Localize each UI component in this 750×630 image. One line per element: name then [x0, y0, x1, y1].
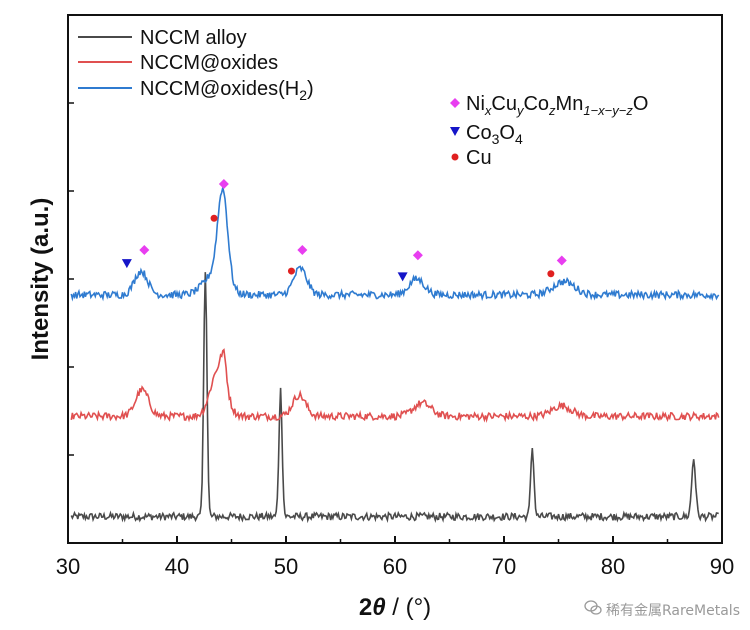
series-line: [70, 187, 720, 302]
y-axis-ticks: [68, 14, 74, 544]
triangle-marker: [121, 259, 132, 269]
diamond-marker: [412, 250, 423, 261]
legend-label-oxides: NCCM@oxides: [140, 52, 278, 74]
diamond-marker: [218, 178, 229, 189]
legend-label-oxide-phase: NixCuyCozMn1−x−y−zO: [466, 93, 648, 118]
legend-label-co3o4: Co3O4: [466, 122, 523, 147]
diamond-marker: [556, 255, 567, 266]
diamond-marker: [297, 244, 308, 255]
diamond-marker: [139, 244, 150, 255]
series-line: [70, 348, 720, 424]
x-tick-label: 50: [274, 554, 298, 579]
legend-triangle-down-icon: [450, 127, 460, 136]
wechat-icon: [584, 600, 602, 620]
watermark: 稀有金属RareMetals: [584, 600, 740, 620]
phase-legend: NixCuyCozMn1−x−y−zO Co3O4 Cu: [450, 93, 648, 169]
legend-label-alloy: NCCM alloy: [140, 27, 247, 49]
x-tick-label: 30: [56, 554, 80, 579]
circle-marker: [547, 270, 555, 278]
watermark-text: 稀有金属RareMetals: [605, 603, 740, 619]
legend-diamond-icon: [450, 98, 460, 108]
x-tick-label: 90: [710, 554, 734, 579]
legend-label-oxides-h2: NCCM@oxides(H2): [140, 78, 314, 103]
circle-marker: [210, 214, 218, 222]
series-line: [70, 272, 719, 524]
series-layer: [70, 187, 720, 524]
y-axis-label: Intensity (a.u.): [27, 198, 54, 361]
x-tick-label: 80: [601, 554, 625, 579]
series-legend: NCCM alloy NCCM@oxides NCCM@oxides(H2): [78, 27, 314, 103]
circle-marker: [287, 267, 295, 275]
legend-circle-icon: [451, 153, 459, 161]
triangle-marker: [397, 272, 408, 282]
legend-label-cu: Cu: [466, 147, 492, 169]
x-axis-ticks: 30 40 50 60 70 80 90: [56, 536, 734, 579]
x-axis-label: 2θ / (°): [359, 594, 431, 621]
phase-annotations: [121, 178, 567, 282]
x-tick-label: 70: [492, 554, 516, 579]
x-tick-label: 40: [165, 554, 189, 579]
x-tick-label: 60: [383, 554, 407, 579]
